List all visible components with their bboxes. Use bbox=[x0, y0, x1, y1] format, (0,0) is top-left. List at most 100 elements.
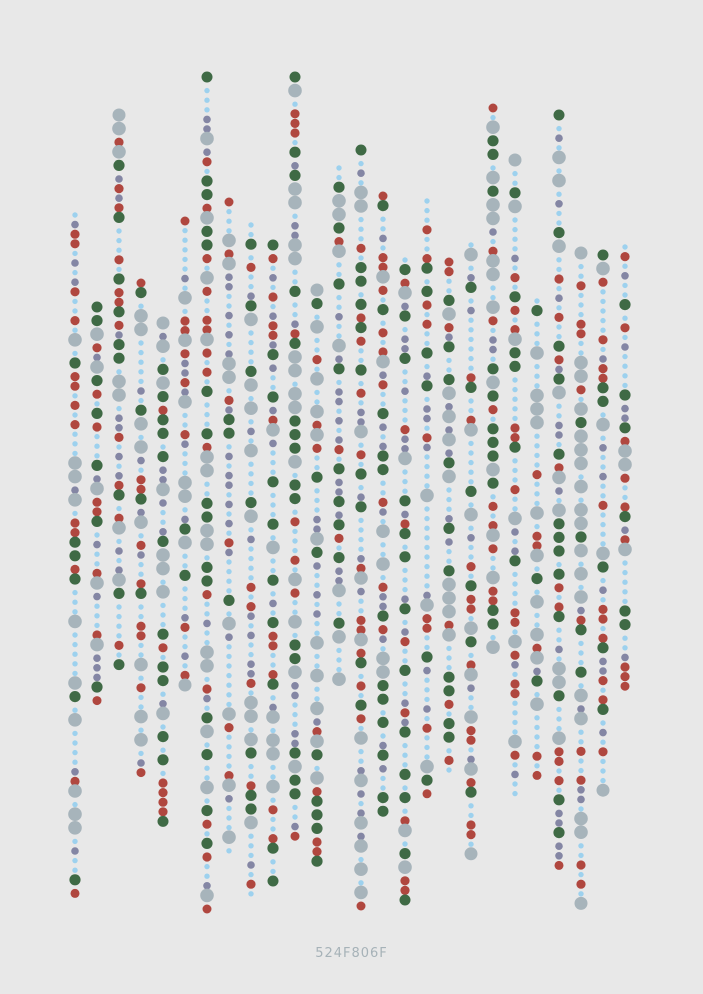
dot bbox=[222, 256, 236, 271]
dot bbox=[424, 744, 430, 751]
dot bbox=[136, 278, 146, 288]
dot bbox=[269, 274, 277, 282]
dot bbox=[201, 175, 213, 187]
dot bbox=[335, 577, 343, 585]
dot bbox=[202, 203, 212, 213]
dot bbox=[619, 619, 631, 631]
dot bbox=[354, 424, 368, 439]
dot bbox=[333, 519, 345, 531]
dot bbox=[622, 244, 628, 250]
dot bbox=[354, 199, 368, 213]
dot bbox=[270, 450, 276, 456]
dot bbox=[380, 551, 386, 558]
dot bbox=[158, 778, 168, 788]
dot bbox=[443, 294, 455, 306]
dot bbox=[310, 372, 324, 386]
dot bbox=[266, 540, 280, 555]
dot bbox=[182, 460, 188, 467]
dot bbox=[336, 408, 342, 414]
dot bbox=[159, 466, 167, 475]
dot bbox=[401, 628, 409, 636]
dot bbox=[314, 601, 320, 608]
dot bbox=[201, 189, 213, 201]
dot bbox=[355, 322, 367, 334]
dot bbox=[576, 775, 586, 785]
dot bbox=[445, 333, 453, 342]
dot bbox=[336, 666, 342, 673]
dot bbox=[423, 414, 431, 423]
dot bbox=[401, 335, 409, 344]
dot bbox=[335, 511, 343, 519]
dot bbox=[358, 880, 364, 886]
dot bbox=[201, 575, 213, 587]
dot bbox=[446, 767, 452, 773]
dot bbox=[72, 250, 78, 257]
dot bbox=[112, 108, 126, 122]
dot bbox=[201, 561, 213, 574]
dot bbox=[226, 578, 232, 584]
dot bbox=[512, 265, 518, 271]
dot bbox=[420, 759, 434, 774]
dot bbox=[314, 630, 320, 636]
dot bbox=[136, 621, 146, 631]
dot bbox=[244, 378, 258, 392]
dot bbox=[465, 281, 477, 293]
dot bbox=[69, 573, 81, 585]
dot bbox=[246, 879, 256, 889]
dot bbox=[446, 496, 452, 503]
dot bbox=[466, 735, 476, 745]
dot bbox=[464, 621, 478, 635]
dot bbox=[486, 640, 500, 654]
dot bbox=[357, 587, 365, 596]
dot bbox=[270, 535, 276, 541]
dot bbox=[424, 198, 430, 204]
dot bbox=[552, 150, 566, 165]
dot bbox=[534, 523, 540, 530]
dot bbox=[290, 128, 300, 138]
dot bbox=[421, 651, 433, 663]
dot bbox=[270, 816, 276, 823]
dot bbox=[467, 534, 475, 542]
dot bbox=[424, 279, 430, 285]
dot bbox=[487, 185, 499, 197]
dot bbox=[490, 114, 496, 121]
dot bbox=[226, 444, 232, 450]
dot bbox=[222, 830, 236, 844]
dot bbox=[134, 657, 148, 672]
dot bbox=[554, 747, 564, 757]
dot bbox=[312, 727, 322, 737]
dot bbox=[532, 541, 542, 551]
dot bbox=[599, 472, 607, 481]
dot bbox=[247, 612, 255, 620]
dot bbox=[553, 531, 565, 544]
dot bbox=[466, 373, 476, 383]
dot bbox=[157, 731, 169, 743]
dot bbox=[402, 808, 408, 814]
dot bbox=[402, 488, 408, 494]
dot bbox=[200, 645, 214, 659]
dot bbox=[534, 491, 540, 497]
dot bbox=[248, 255, 254, 261]
dot bbox=[422, 254, 432, 264]
dot bbox=[201, 385, 213, 397]
dot bbox=[466, 830, 476, 840]
dot bbox=[554, 355, 564, 365]
dot bbox=[203, 115, 211, 124]
dot bbox=[292, 139, 298, 146]
dot bbox=[71, 486, 79, 495]
dot bbox=[421, 774, 433, 786]
dot bbox=[578, 273, 584, 279]
dot bbox=[402, 742, 408, 749]
dot bbox=[72, 393, 78, 399]
dot bbox=[490, 285, 496, 291]
dot bbox=[512, 496, 518, 502]
dot bbox=[596, 417, 610, 432]
dot bbox=[600, 483, 606, 489]
dot bbox=[555, 842, 563, 850]
dot bbox=[446, 357, 452, 364]
dot bbox=[268, 805, 278, 815]
dot bbox=[402, 257, 408, 263]
dot bbox=[158, 788, 168, 798]
dot bbox=[270, 727, 276, 734]
dot bbox=[157, 414, 169, 426]
